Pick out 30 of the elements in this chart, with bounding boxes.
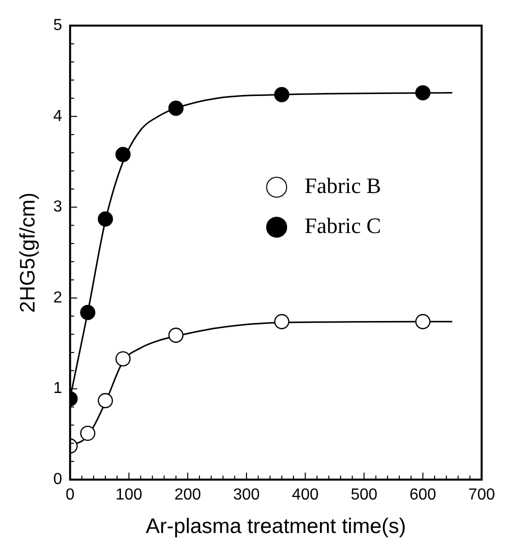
point [98, 393, 113, 408]
x-tick-label: 400 [292, 486, 319, 504]
point [80, 426, 96, 441]
y-tick-label: 2 [53, 289, 62, 306]
point [274, 314, 290, 330]
legend-label: Fabric C [304, 212, 382, 238]
y-tick-label: 3 [53, 198, 62, 216]
y-tick-label: 5 [53, 17, 62, 34]
point [98, 211, 113, 227]
y-tick-label: 1 [53, 380, 62, 398]
x-tick-label: 0 [66, 486, 75, 504]
x-tick-label: 600 [410, 486, 436, 504]
y-tick-label: 4 [53, 108, 62, 125]
x-tick-label: 500 [350, 486, 378, 504]
legend-label: Fabric B [304, 172, 382, 198]
point [168, 100, 184, 116]
point [415, 85, 430, 100]
x-tick-label: 200 [174, 486, 202, 504]
x-axis-title: Ar-plasma treatment time(s) [146, 515, 406, 538]
x-tick-label: 700 [468, 486, 496, 504]
point [274, 87, 290, 102]
y-tick-label: 0 [53, 471, 62, 488]
point [80, 304, 96, 320]
y-axis-title: 2HG5(gf/cm) [16, 192, 40, 313]
x-tick-label: 100 [116, 486, 142, 504]
point [168, 328, 184, 343]
point [115, 351, 131, 366]
x-tick-label: 300 [233, 486, 260, 504]
point [415, 314, 430, 330]
point [115, 146, 131, 162]
